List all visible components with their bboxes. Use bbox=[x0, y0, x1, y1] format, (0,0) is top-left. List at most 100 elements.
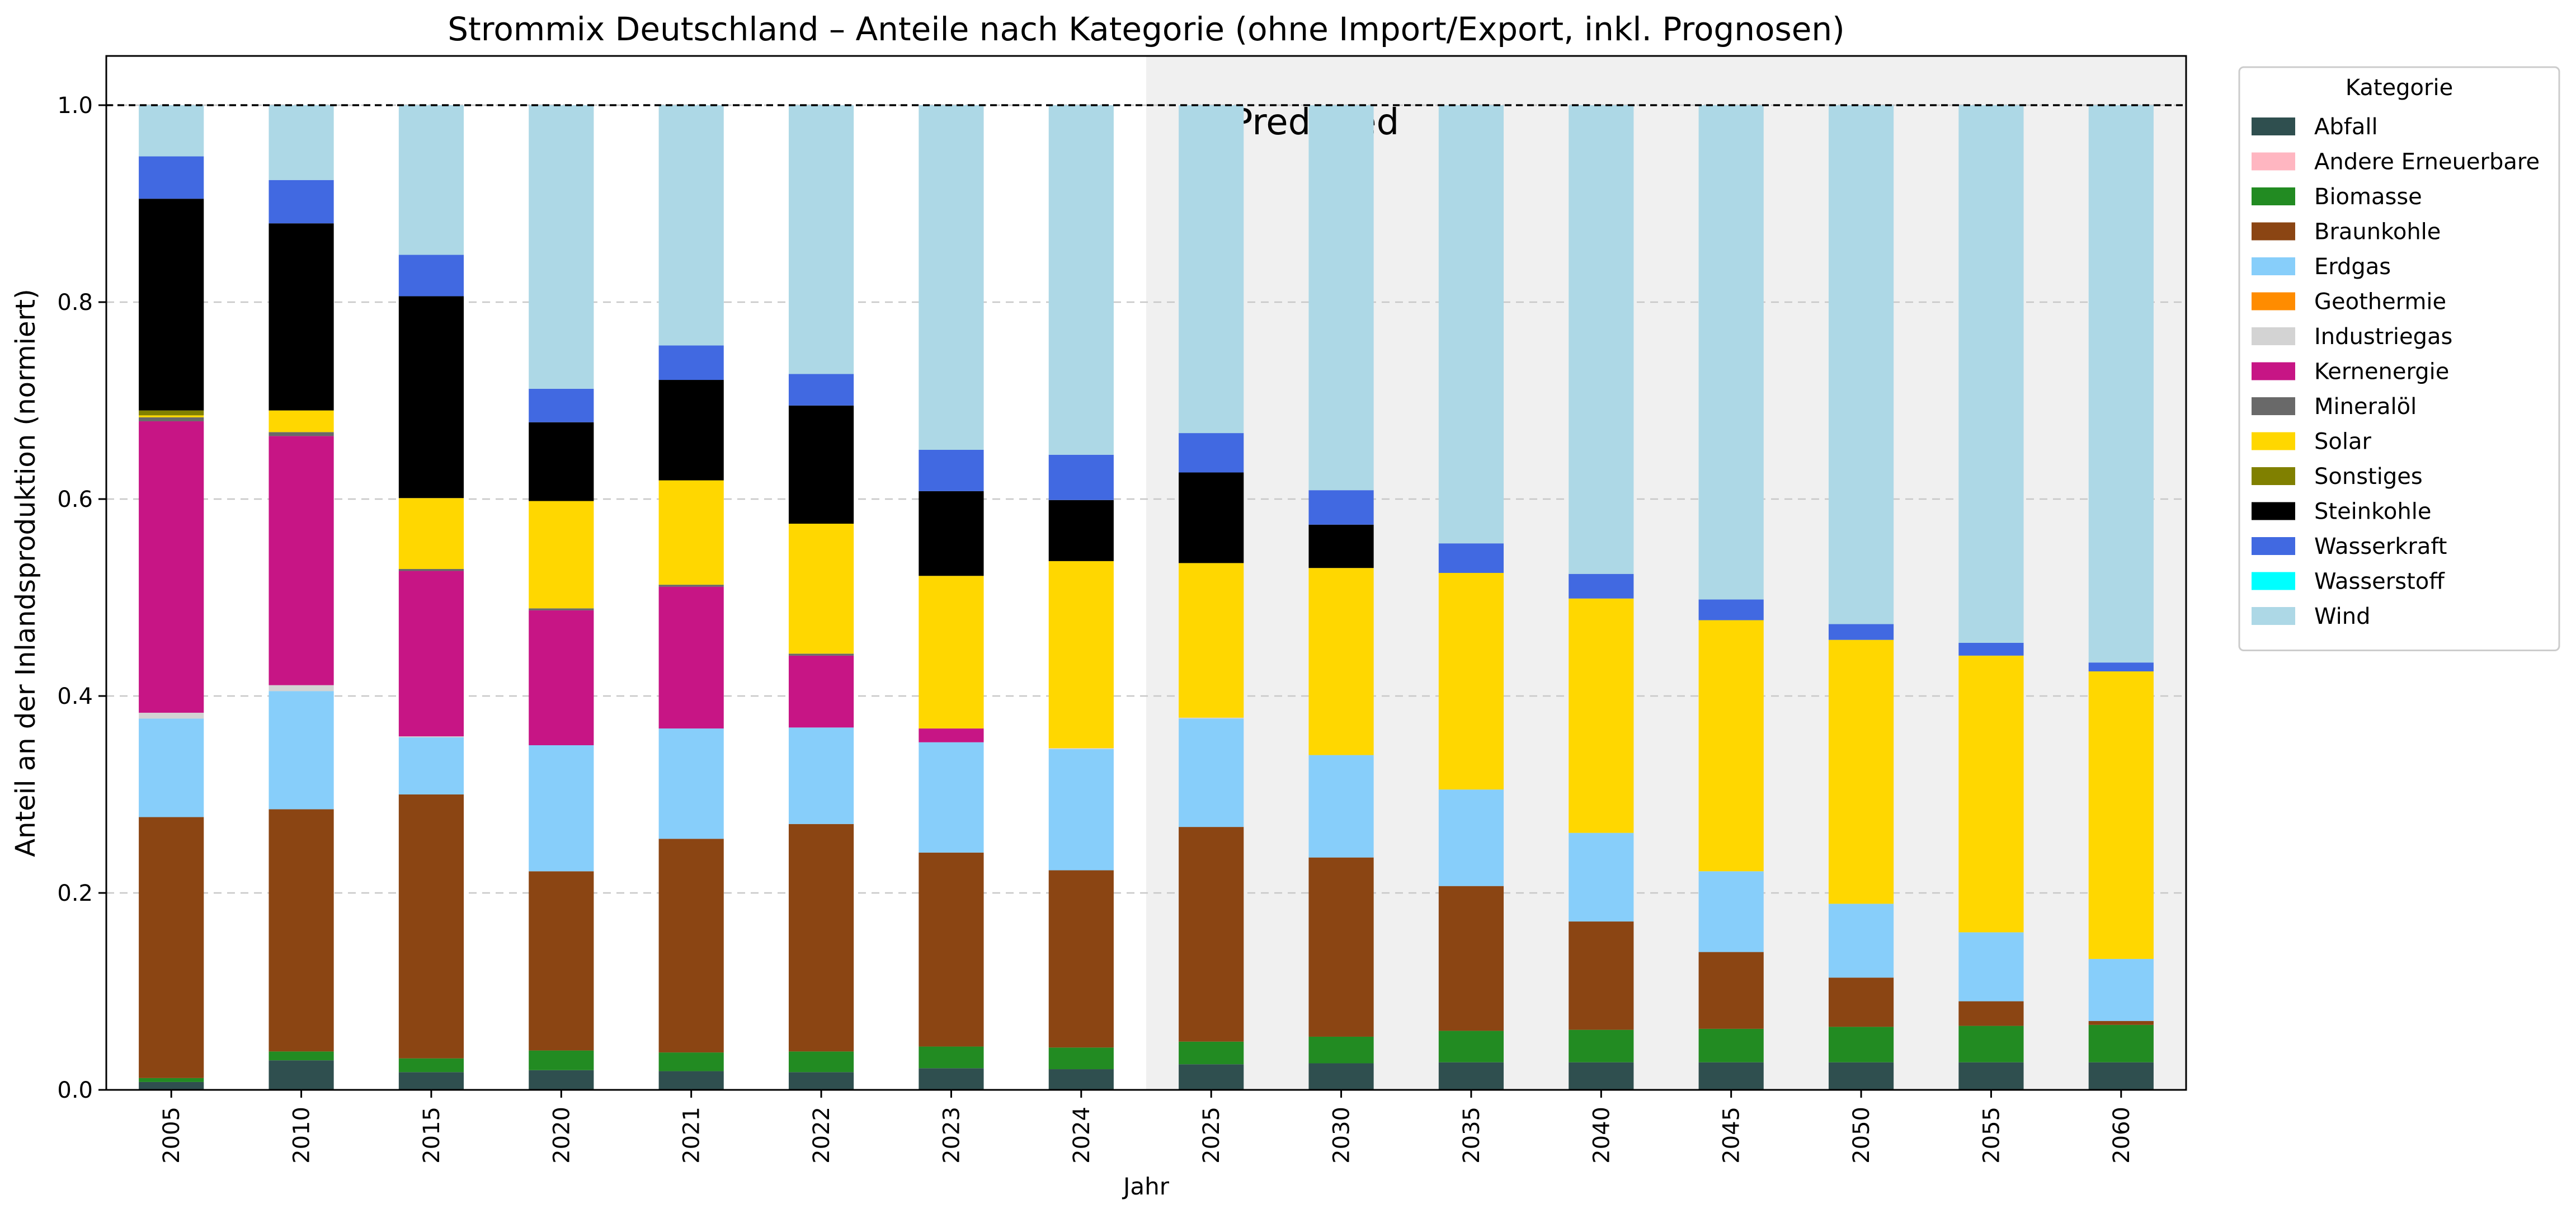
bar-segment bbox=[1179, 1064, 1244, 1090]
bar-segment bbox=[1698, 952, 1764, 1029]
legend-swatch bbox=[2252, 572, 2295, 590]
bar-segment bbox=[139, 1078, 204, 1082]
bar-segment bbox=[1179, 563, 1244, 718]
x-tick-label: 2010 bbox=[289, 1107, 315, 1164]
bar-segment bbox=[1438, 105, 1504, 544]
bar-segment bbox=[2088, 1062, 2154, 1090]
bar-segment bbox=[269, 436, 334, 685]
x-tick-label: 2023 bbox=[939, 1107, 964, 1164]
bar-segment bbox=[919, 1046, 984, 1069]
bar-segment bbox=[1698, 105, 1764, 600]
bar-segment bbox=[2088, 662, 2154, 671]
legend-entry: Steinkohle bbox=[2314, 499, 2431, 525]
bar-segment bbox=[788, 1051, 854, 1073]
x-tick-label: 2020 bbox=[549, 1107, 574, 1164]
bar-segment bbox=[529, 608, 594, 610]
bar-segment bbox=[1179, 472, 1244, 563]
bar-segment bbox=[269, 410, 334, 432]
bar-segment bbox=[658, 345, 724, 380]
bar-segment bbox=[919, 852, 984, 1047]
bar-segment bbox=[1179, 718, 1244, 827]
bar-segment bbox=[1569, 573, 1634, 599]
legend-entry: Sonstiges bbox=[2314, 464, 2423, 490]
bar-segment bbox=[139, 712, 204, 719]
legend-swatch bbox=[2252, 187, 2295, 205]
bar-segment bbox=[1308, 857, 1374, 1037]
bar-segment bbox=[2088, 1024, 2154, 1062]
x-tick-label: 2025 bbox=[1199, 1107, 1225, 1164]
bar-segment bbox=[919, 1068, 984, 1090]
legend-entry: Biomasse bbox=[2314, 184, 2422, 210]
x-tick-label: 2024 bbox=[1069, 1107, 1095, 1164]
bar-segment bbox=[919, 742, 984, 853]
legend-swatch bbox=[2252, 467, 2295, 485]
bar-segment bbox=[1828, 904, 1894, 978]
bar-segment bbox=[269, 1051, 334, 1061]
bar-segment bbox=[788, 405, 854, 524]
bar-segment bbox=[2088, 105, 2154, 663]
bar-segment bbox=[1308, 755, 1374, 858]
bar-segment bbox=[1958, 1062, 2024, 1090]
bar-segment bbox=[2088, 1021, 2154, 1025]
bar-segment bbox=[1958, 642, 2024, 656]
bar-segment bbox=[1698, 1062, 1764, 1090]
x-axis-label: Jahr bbox=[1122, 1173, 1170, 1200]
bar-segment bbox=[398, 105, 464, 255]
bar-segment bbox=[1828, 977, 1894, 1027]
bar-segment bbox=[139, 817, 204, 1078]
bar-segment bbox=[398, 571, 464, 737]
bar-segment bbox=[398, 794, 464, 1059]
bar-segment bbox=[139, 156, 204, 199]
bar-segment bbox=[788, 653, 854, 656]
y-tick-label: 0.4 bbox=[57, 684, 93, 709]
bar-segment bbox=[1698, 620, 1764, 872]
x-tick-label: 2021 bbox=[679, 1107, 705, 1164]
bar-segment bbox=[139, 415, 204, 417]
bar-segment bbox=[398, 737, 464, 794]
legend-swatch bbox=[2252, 152, 2295, 171]
bar-segment bbox=[398, 255, 464, 297]
legend-entry: Wasserkraft bbox=[2314, 534, 2447, 559]
x-tick-label: 2040 bbox=[1589, 1107, 1614, 1164]
bar-segment bbox=[1179, 827, 1244, 1042]
bar-segment bbox=[139, 199, 204, 411]
bar-segment bbox=[919, 576, 984, 729]
bar-segment bbox=[529, 388, 594, 422]
y-tick-label: 0.2 bbox=[57, 881, 93, 906]
x-tick-label: 2060 bbox=[2109, 1107, 2135, 1164]
bar-segment bbox=[1958, 932, 2024, 1001]
bar-segment bbox=[919, 450, 984, 491]
bar-segment bbox=[919, 728, 984, 742]
bar-segment bbox=[269, 180, 334, 224]
bar-segment bbox=[139, 105, 204, 157]
bar-segment bbox=[658, 380, 724, 481]
bar-segment bbox=[398, 498, 464, 569]
bar-segment bbox=[658, 105, 724, 346]
legend-entry: Geothermie bbox=[2314, 289, 2446, 315]
bar-segment bbox=[1048, 749, 1114, 871]
bar-segment bbox=[1438, 543, 1504, 573]
bar-segment bbox=[269, 809, 334, 1052]
legend-entry: Solar bbox=[2314, 429, 2371, 455]
bar-segment bbox=[1438, 789, 1504, 886]
bar-segment bbox=[1569, 1062, 1634, 1090]
bar-segment bbox=[1828, 1062, 1894, 1090]
bar-segment bbox=[788, 105, 854, 374]
bar-segment bbox=[919, 105, 984, 450]
bar-segment bbox=[1048, 1047, 1114, 1070]
bar-segment bbox=[1048, 748, 1114, 750]
bar-segment bbox=[139, 421, 204, 713]
bar-segment bbox=[529, 501, 594, 609]
bar-segment bbox=[398, 1072, 464, 1090]
x-tick-label: 2030 bbox=[1329, 1107, 1355, 1164]
bar-segment bbox=[1308, 568, 1374, 755]
bar-segment bbox=[788, 524, 854, 654]
bar-segment bbox=[1569, 1029, 1634, 1062]
bar-segment bbox=[1179, 433, 1244, 473]
bar-segment bbox=[1179, 1041, 1244, 1065]
y-tick-label: 0.8 bbox=[57, 290, 93, 316]
bar-segment bbox=[269, 223, 334, 411]
bar-segment bbox=[1828, 105, 1894, 624]
bar-segment bbox=[139, 718, 204, 817]
